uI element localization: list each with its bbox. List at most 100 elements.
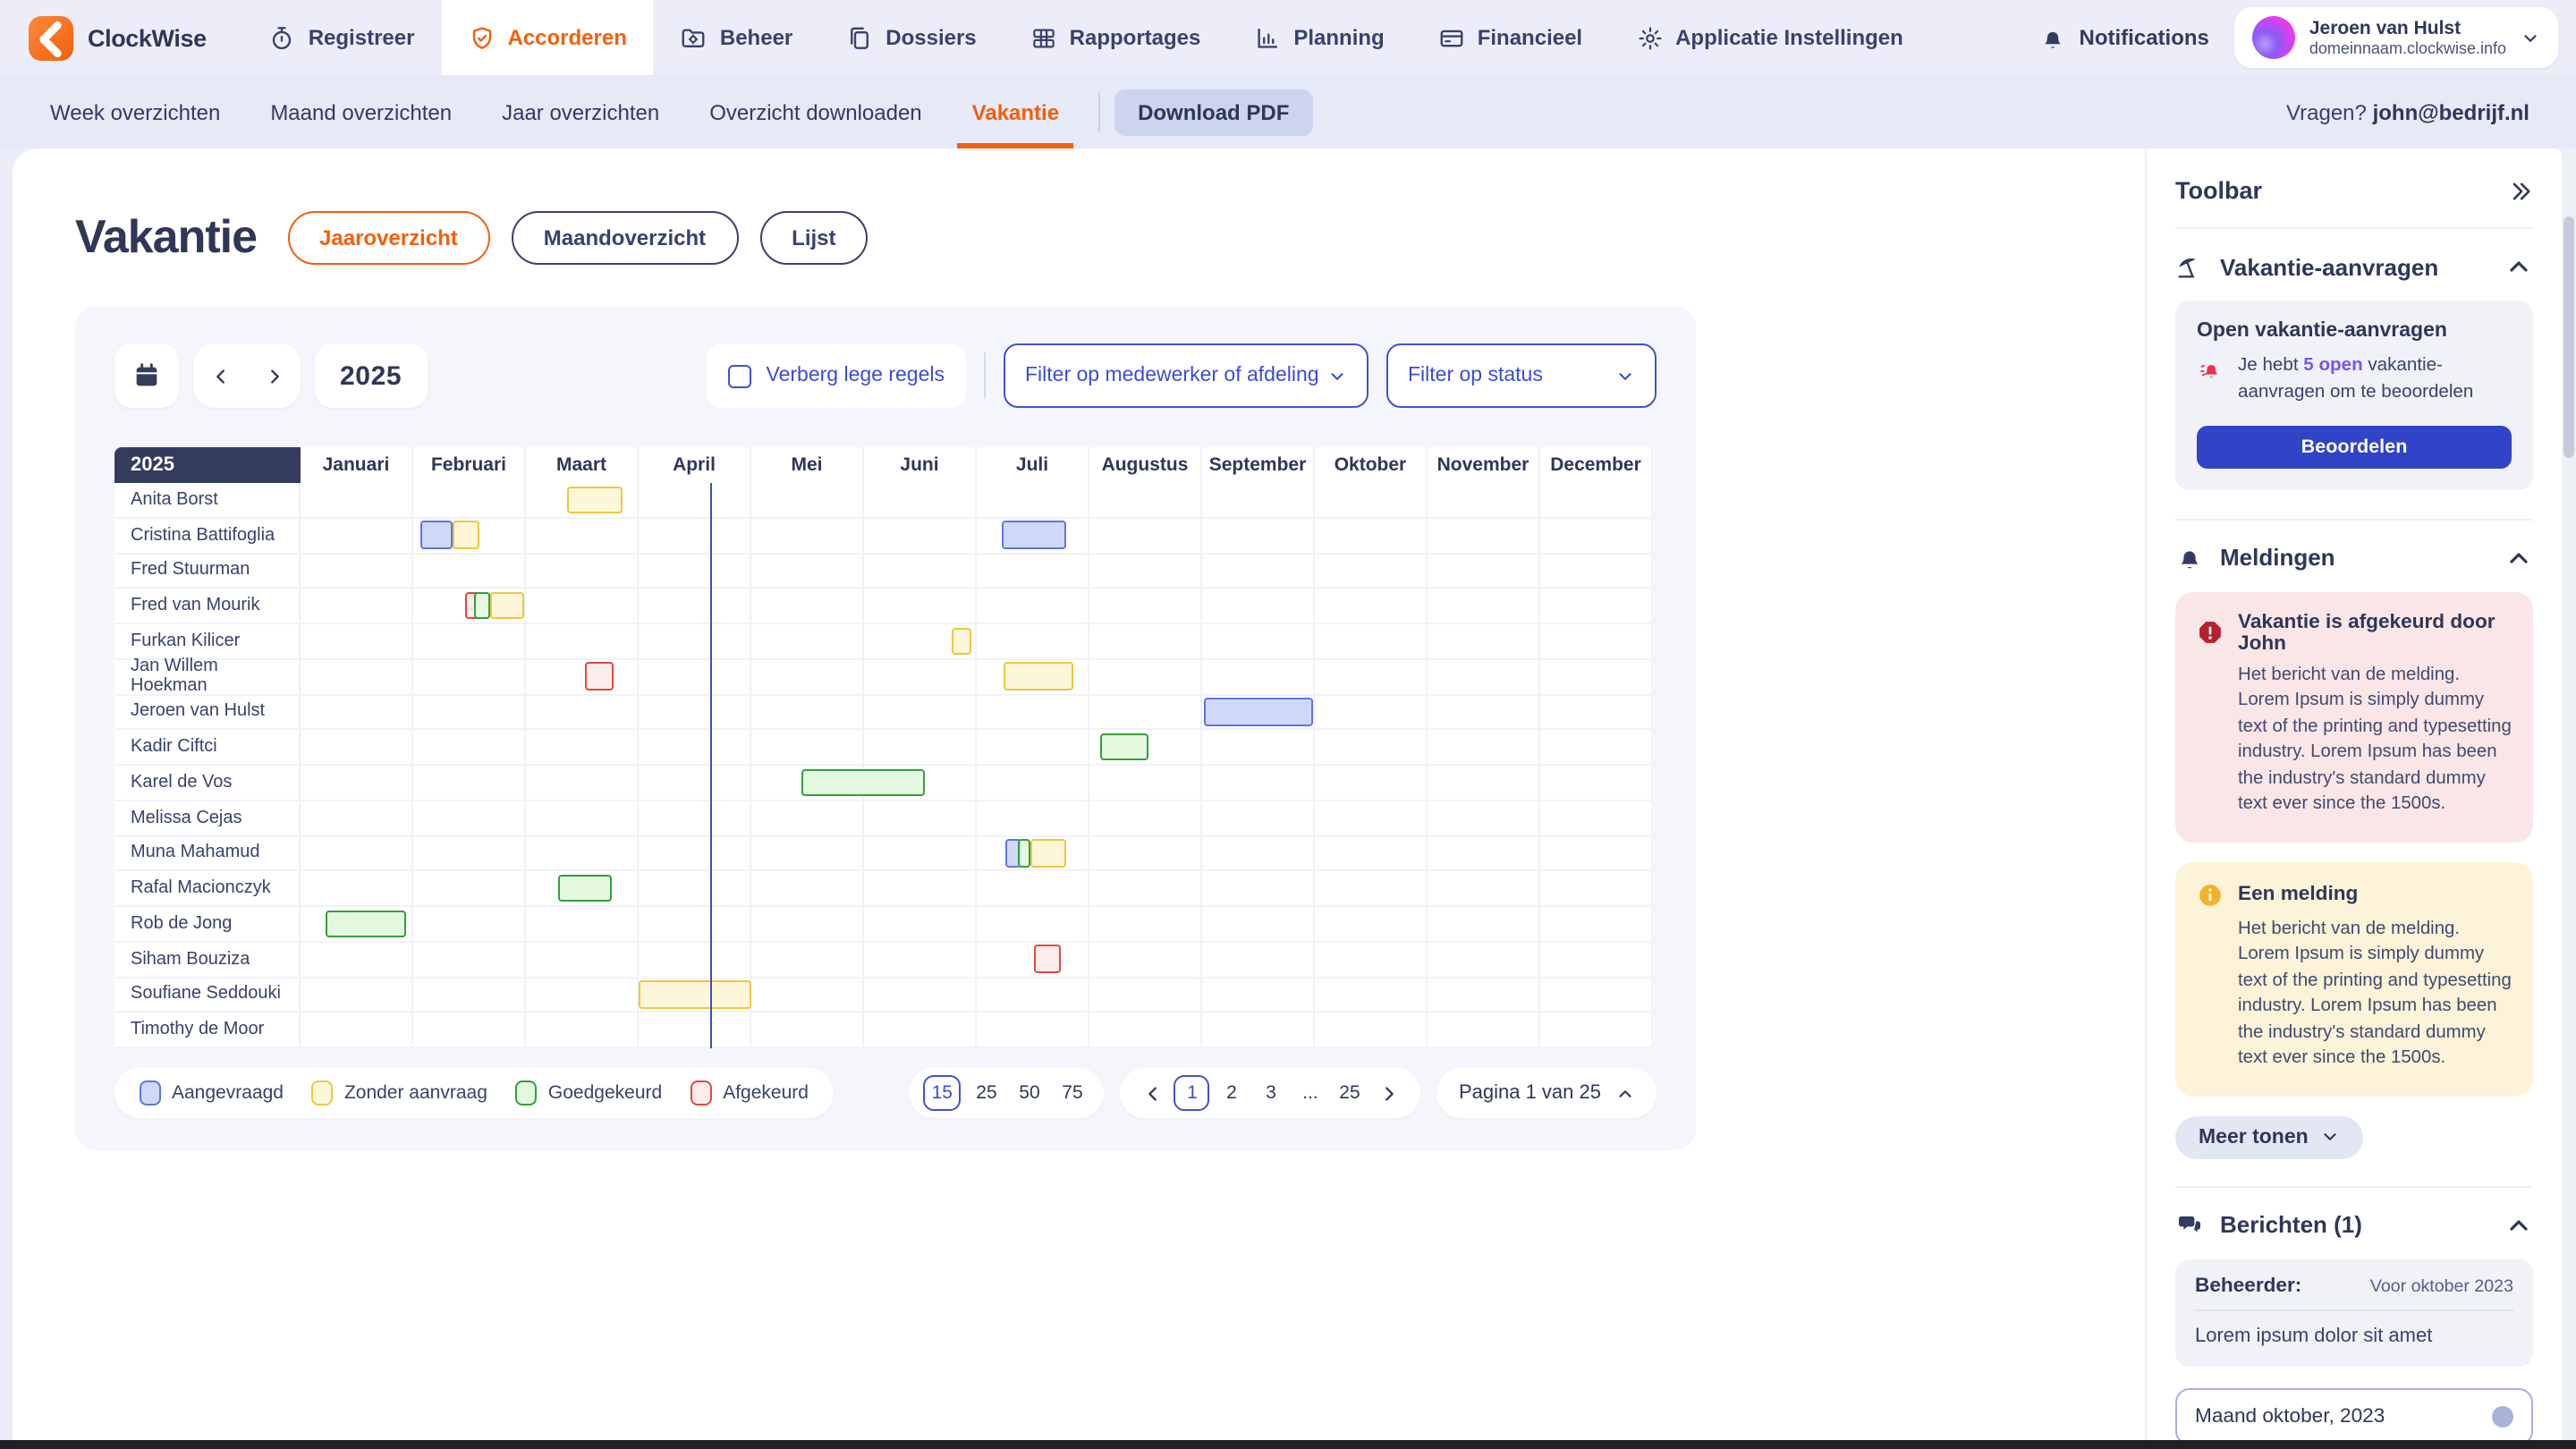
month-cell[interactable] [1428,978,1540,1012]
month-cell[interactable] [864,730,977,764]
page-size-75[interactable]: 75 [1062,1082,1083,1104]
month-cell[interactable] [1540,836,1653,870]
page-scrollbar[interactable] [2562,148,2576,1440]
month-cell[interactable] [639,1013,751,1046]
month-cell[interactable] [301,483,413,517]
vacation-bar-zonder_aanvraag[interactable] [1004,662,1073,691]
month-cell[interactable] [751,695,864,729]
month-cell[interactable] [1089,1013,1202,1046]
month-cell[interactable] [1315,518,1428,552]
user-menu[interactable]: Jeroen van Hulst domeinnaam.clockwise.in… [2233,7,2558,68]
month-cell[interactable] [1089,554,1202,588]
month-cell[interactable] [1202,483,1315,517]
month-cell[interactable] [977,695,1089,729]
month-cell[interactable] [413,624,526,658]
month-cell[interactable] [751,801,864,835]
page-size-50[interactable]: 50 [1019,1082,1040,1104]
month-cell[interactable] [1428,518,1540,552]
vacation-bar-aangevraagd[interactable] [419,521,453,549]
month-cell[interactable] [977,1013,1089,1046]
topnav-item-registreer[interactable]: Registreer [242,0,442,75]
month-cell[interactable] [639,659,751,693]
month-cell[interactable] [526,907,639,941]
month-cell[interactable] [301,766,413,800]
month-cell[interactable] [977,483,1089,517]
show-more-button[interactable]: Meer tonen [2175,1115,2364,1159]
month-cell[interactable] [301,871,413,905]
month-cell[interactable] [526,589,639,623]
month-cell[interactable] [413,978,526,1012]
month-cell[interactable] [526,1013,639,1046]
topnav-item-planning[interactable]: Planning [1227,0,1411,75]
month-cell[interactable] [1540,554,1653,588]
previous-page-button[interactable] [1135,1075,1171,1111]
brand[interactable]: ClockWise [0,0,242,75]
month-cell[interactable] [751,1013,864,1046]
view-pill-jaaroverzicht[interactable]: Jaaroverzicht [287,210,490,264]
vacation-bar-zonder_aanvraag[interactable] [453,521,479,549]
month-cell[interactable] [1089,978,1202,1012]
month-cell[interactable] [1315,801,1428,835]
month-cell[interactable] [977,624,1089,658]
vacation-bar-zonder_aanvraag[interactable] [639,980,751,1009]
month-cell[interactable] [1202,554,1315,588]
month-cell[interactable] [301,695,413,729]
month-cell[interactable] [526,518,639,552]
month-cell[interactable] [864,942,977,976]
month-cell[interactable] [413,1013,526,1046]
month-cell[interactable] [301,518,413,552]
month-cell[interactable] [639,871,751,905]
month-cell[interactable] [751,978,864,1012]
vacation-bar-goedgekeurd[interactable] [1099,733,1148,761]
month-cell[interactable] [413,483,526,517]
month-cell[interactable] [1315,978,1428,1012]
month-cell[interactable] [413,730,526,764]
vacation-bar-zonder_aanvraag[interactable] [566,486,623,514]
review-requests-button[interactable]: Beoordelen [2197,425,2512,469]
month-cell[interactable] [1202,978,1315,1012]
month-cell[interactable] [1315,836,1428,870]
month-cell[interactable] [1315,907,1428,941]
month-cell[interactable] [1202,518,1315,552]
month-cell[interactable] [413,695,526,729]
month-cell[interactable] [413,801,526,835]
topnav-item-financieel[interactable]: Financieel [1411,0,1609,75]
page-3[interactable]: 3 [1266,1082,1276,1104]
month-cell[interactable] [639,554,751,588]
month-cell[interactable] [526,554,639,588]
month-cell[interactable] [1089,659,1202,693]
month-cell[interactable] [1540,483,1653,517]
month-cell[interactable] [1540,1013,1653,1046]
chevron-up-icon[interactable] [2504,544,2533,572]
topnav-item-rapportages[interactable]: Rapportages [1004,0,1228,75]
month-cell[interactable] [1089,766,1202,800]
month-cell[interactable] [301,942,413,976]
month-cell[interactable] [1540,518,1653,552]
month-cell[interactable] [977,766,1089,800]
page-size-15[interactable]: 15 [922,1075,962,1111]
month-cell[interactable] [864,836,977,870]
month-cell[interactable] [639,624,751,658]
page-summary-dropdown[interactable]: Pagina 1 van 25 [1436,1068,1657,1118]
next-page-button[interactable] [1371,1075,1407,1111]
topnav-item-dossiers[interactable]: Dossiers [819,0,1003,75]
employee-filter-dropdown[interactable]: Filter op medewerker of afdeling [1004,343,1368,408]
month-cell[interactable] [977,589,1089,623]
month-cell[interactable] [1540,801,1653,835]
month-cell[interactable] [864,695,977,729]
subnav-item-jaar-overzichten[interactable]: Jaar overzichten [502,99,660,124]
month-cell[interactable] [1089,801,1202,835]
month-cell[interactable] [751,624,864,658]
month-cell[interactable] [1428,659,1540,693]
scrollbar-thumb[interactable] [2563,216,2574,458]
vacation-bar-goedgekeurd[interactable] [557,874,613,902]
vacation-bar-goedgekeurd[interactable] [325,910,406,938]
month-cell[interactable] [1202,589,1315,623]
messages-section-header[interactable]: Berichten (1) [2175,1210,2533,1239]
month-cell[interactable] [1202,942,1315,976]
month-cell[interactable] [1540,978,1653,1012]
topnav-item-accorderen[interactable]: Accorderen [441,0,654,75]
month-cell[interactable] [301,589,413,623]
month-cell[interactable] [751,730,864,764]
month-cell[interactable] [1540,589,1653,623]
